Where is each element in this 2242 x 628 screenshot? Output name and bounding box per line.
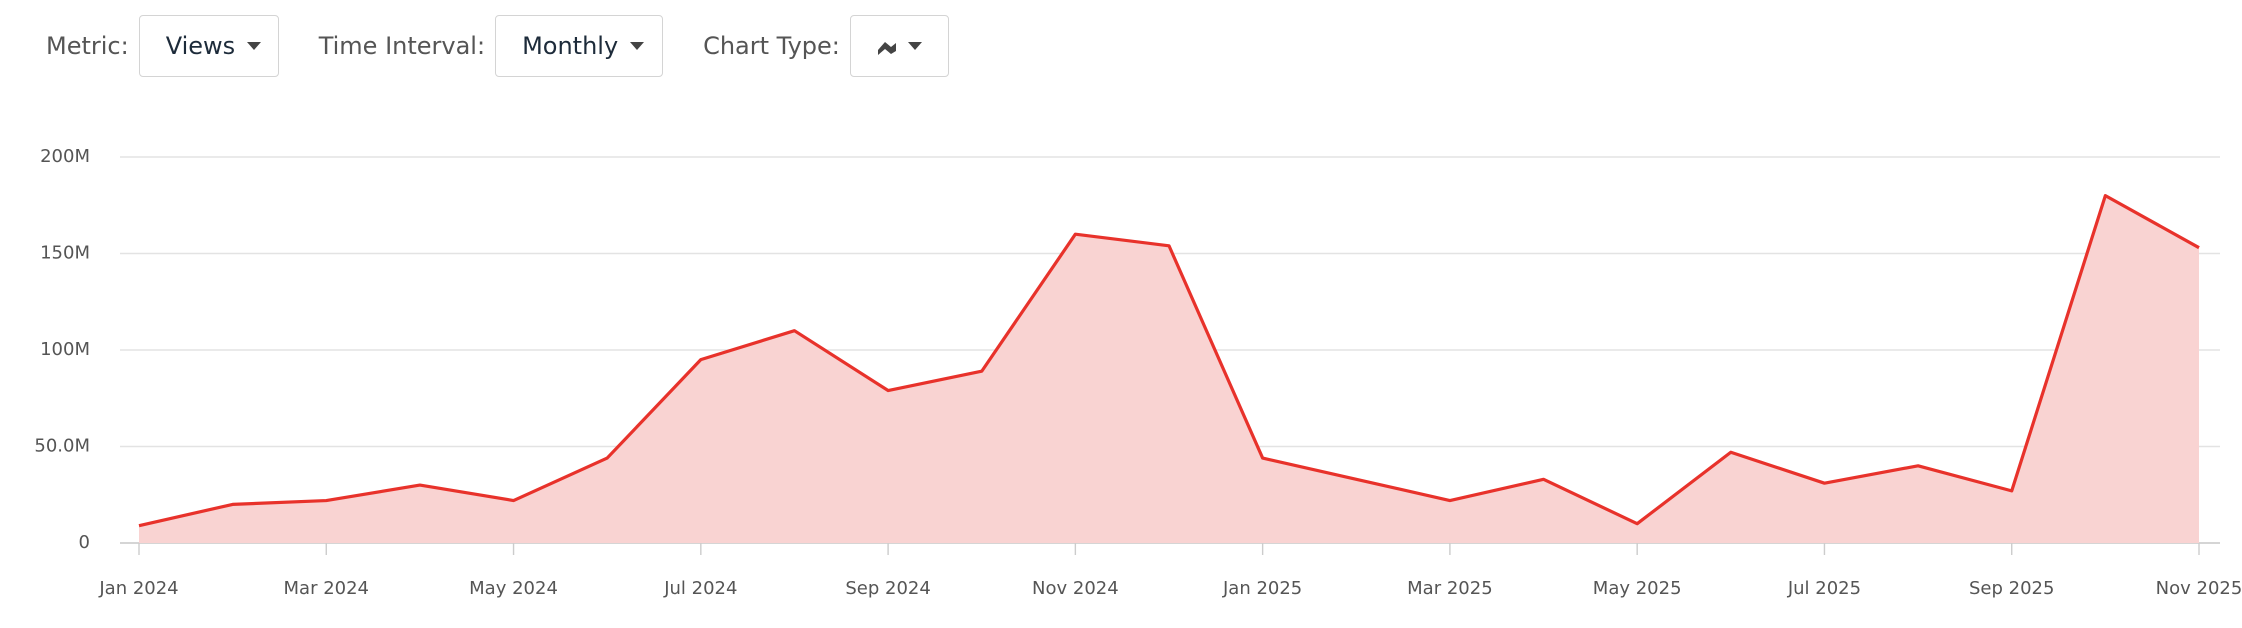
y-tick-label: 50.0M — [34, 436, 90, 457]
toolbar: Metric: Views Time Interval: Monthly Cha… — [0, 14, 949, 78]
dropdown[interactable] — [849, 15, 949, 77]
x-tick-label: Jul 2025 — [1787, 578, 1861, 599]
caret — [630, 42, 645, 50]
control-label: Time Interval: — [318, 32, 486, 60]
y-tick-label: 0 — [79, 532, 90, 553]
caret — [247, 42, 262, 50]
area-fill — [139, 195, 2199, 543]
x-tick-label: May 2024 — [469, 578, 558, 599]
x-tick-label: Jan 2024 — [98, 578, 178, 599]
dropdown[interactable]: Monthly — [495, 15, 664, 77]
control-label: Chart Type: — [703, 32, 840, 60]
y-tick-label: 100M — [40, 339, 90, 360]
line — [138, 194, 2200, 528]
x-tick-label: Jan 2025 — [1222, 578, 1302, 599]
x-tick-label: Sep 2024 — [845, 578, 930, 599]
dropdown-value: Views — [165, 32, 236, 60]
caret — [907, 42, 922, 50]
dropdown[interactable]: Views — [138, 15, 279, 77]
dropdown-value: Monthly — [522, 32, 619, 60]
x-tick-label: Sep 2025 — [1969, 578, 2054, 599]
control-label: Metric: — [46, 32, 129, 60]
chart-type-icon — [877, 42, 896, 55]
y-tick-label: 200M — [40, 146, 90, 167]
x-tick-label: Jul 2024 — [663, 578, 737, 599]
x-tick-label: Nov 2025 — [2156, 578, 2242, 599]
x-tick-label: Mar 2025 — [1407, 578, 1493, 599]
y-tick-label: 150M — [40, 243, 90, 264]
x-tick-label: May 2025 — [1593, 578, 1682, 599]
x-tick-label: Mar 2024 — [284, 578, 370, 599]
x-tick-label: Nov 2024 — [1032, 578, 1119, 599]
